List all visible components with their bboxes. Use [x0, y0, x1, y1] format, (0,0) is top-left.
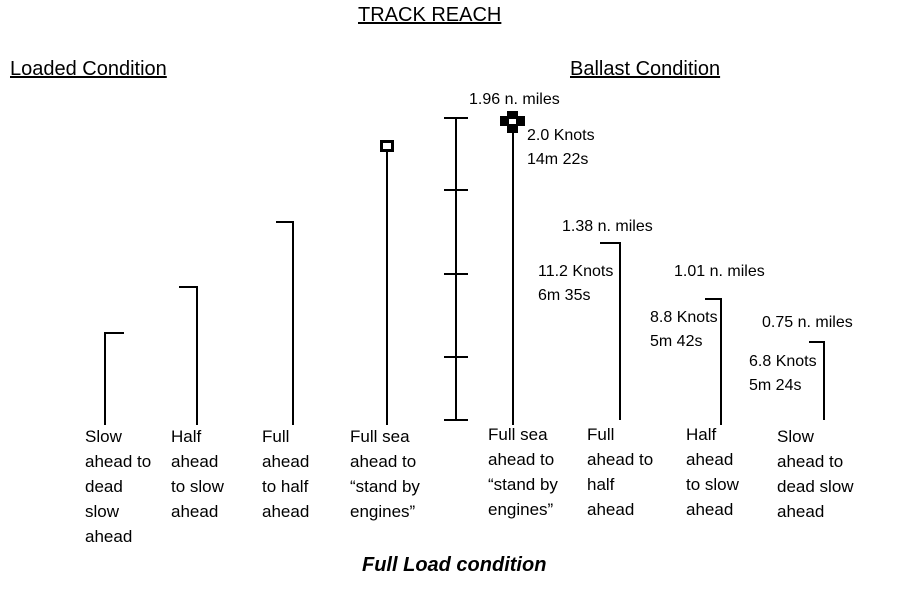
- loaded-caption-full-sea: Full sea ahead to “stand by engines”: [350, 427, 420, 521]
- loaded-reach-line-slow-dead: [104, 332, 124, 425]
- loaded-caption-slow-dead: Slow ahead to dead slow ahead: [85, 427, 152, 546]
- loaded-condition-heading: Loaded Condition: [10, 58, 167, 80]
- ballast-caption-full-sea: Full sea ahead to “stand by engines”: [488, 425, 558, 519]
- full-sea-time-label: 14m 22s: [527, 151, 589, 168]
- diagram-title: TRACK REACH: [358, 4, 502, 26]
- full-sea-speed-label: 2.0 Knots: [527, 127, 595, 144]
- slow-dead-time-label: 5m 24s: [749, 377, 802, 394]
- ballast-full-sea-marker: [500, 111, 525, 133]
- slow-dead-speed-label: 6.8 Knots: [749, 353, 817, 370]
- full-half-distance-label: 1.38 n. miles: [562, 218, 653, 235]
- loaded-full-sea-marker: [380, 140, 394, 152]
- loaded-reach-line-full-half: [276, 221, 294, 425]
- half-slow-speed-label: 8.8 Knots: [650, 309, 718, 326]
- slow-dead-distance-label: 0.75 n. miles: [762, 314, 853, 331]
- ballast-reach-line-half-slow: [705, 298, 722, 425]
- loaded-caption-full-half: Full ahead to half ahead: [262, 427, 310, 521]
- ballast-reach-line-slow-dead: [809, 341, 825, 420]
- distance-scale: [444, 117, 468, 421]
- ballast-caption-full-half: Full ahead to half ahead: [587, 425, 654, 519]
- ballast-caption-half-slow: Half ahead to slow ahead: [686, 425, 739, 519]
- half-slow-distance-label: 1.01 n. miles: [674, 263, 765, 280]
- half-slow-time-label: 5m 42s: [650, 333, 703, 350]
- full-half-time-label: 6m 35s: [538, 287, 591, 304]
- ballast-caption-slow-dead: Slow ahead to dead slow ahead: [777, 427, 854, 521]
- loaded-reach-line-half-slow: [179, 286, 198, 425]
- footer-caption: Full Load condition: [362, 554, 547, 576]
- full-sea-distance-label: 1.96 n. miles: [469, 91, 560, 108]
- full-half-speed-label: 11.2 Knots: [538, 263, 614, 280]
- ballast-reach-line-full-half: [600, 242, 621, 420]
- loaded-caption-half-slow: Half ahead to slow ahead: [171, 427, 224, 521]
- ballast-condition-heading: Ballast Condition: [570, 58, 721, 80]
